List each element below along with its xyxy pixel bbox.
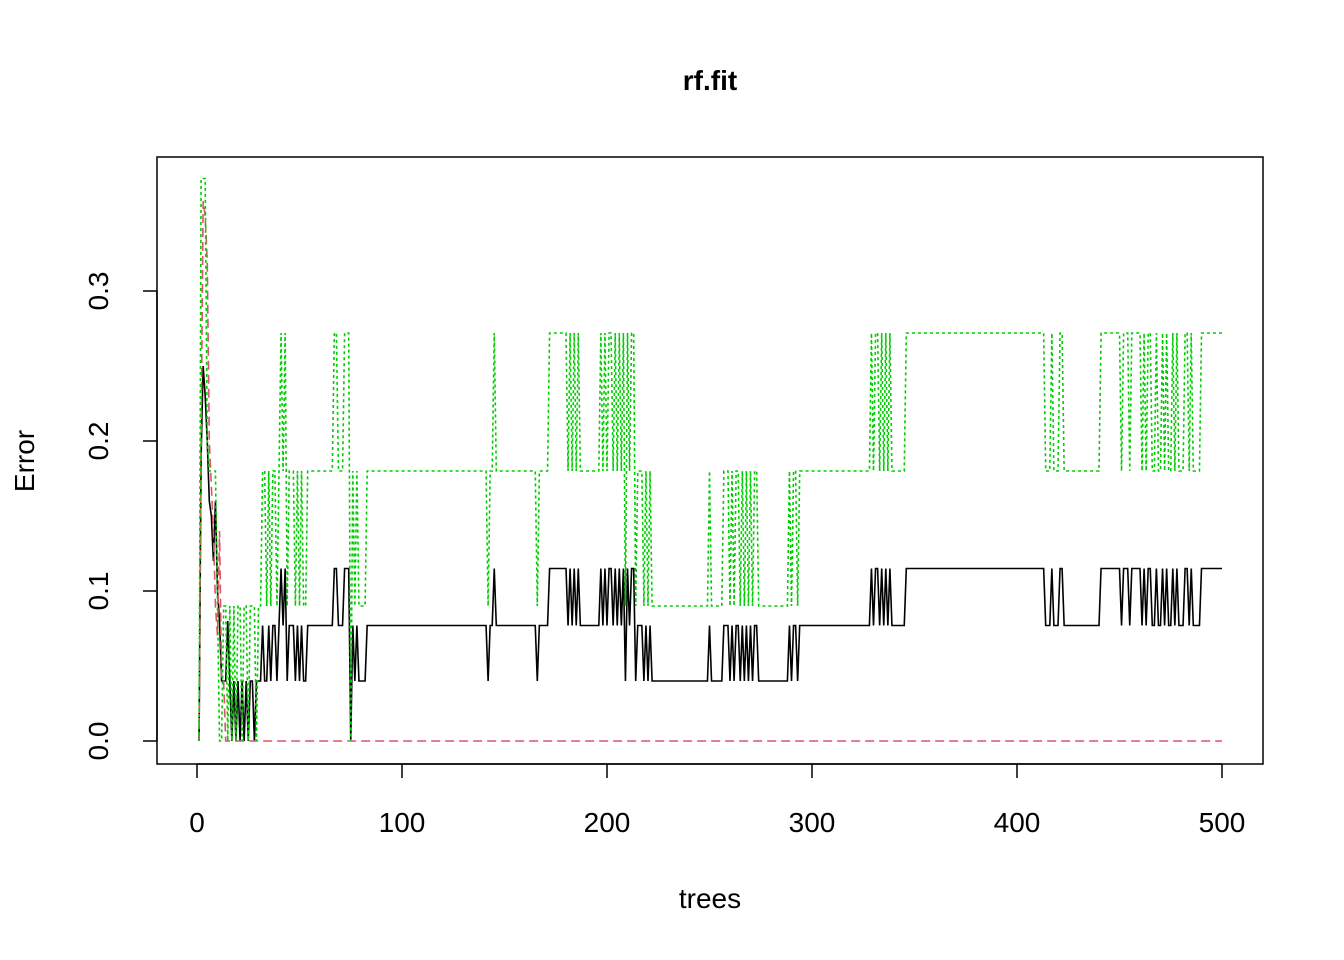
x-tick-label: 400 <box>994 807 1041 838</box>
x-tick-label: 100 <box>379 807 426 838</box>
x-tick-label: 300 <box>789 807 836 838</box>
x-tick-label: 200 <box>584 807 631 838</box>
y-axis: 0.0 0.1 0.2 0.3 <box>83 272 158 761</box>
series-line-1 <box>198 365 1222 742</box>
x-tick-label: 500 <box>1199 807 1246 838</box>
y-axis-label: Error <box>9 430 40 492</box>
chart-title: rf.fit <box>683 65 737 96</box>
x-axis-label: trees <box>679 883 741 914</box>
plot-frame <box>156 156 1264 765</box>
x-axis: 0 100 200 300 400 500 <box>189 763 1246 838</box>
y-tick-label: 0.0 <box>83 722 114 761</box>
series-line-3 <box>198 177 1222 742</box>
x-tick-label: 0 <box>189 807 205 838</box>
series-line-2 <box>198 200 1222 742</box>
series-layer <box>198 177 1222 742</box>
y-tick-label: 0.3 <box>83 272 114 311</box>
y-tick-label: 0.2 <box>83 422 114 461</box>
y-tick-label: 0.1 <box>83 572 114 611</box>
